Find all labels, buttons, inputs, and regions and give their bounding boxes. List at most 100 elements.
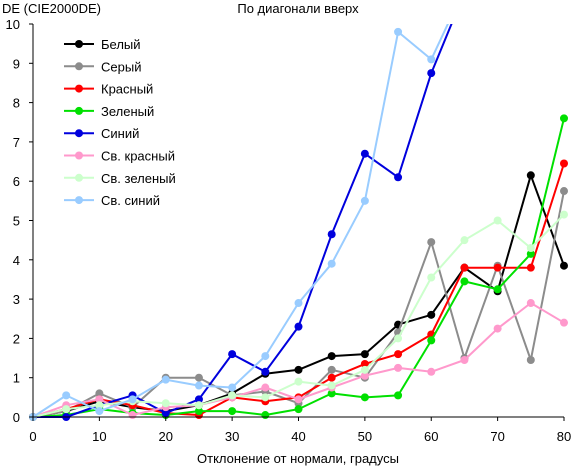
data-point	[460, 236, 469, 245]
data-point	[194, 395, 203, 404]
legend-marker	[75, 129, 83, 138]
legend-marker	[75, 62, 83, 71]
data-point	[526, 299, 535, 308]
data-point	[526, 249, 535, 258]
legend-entry-5: Синий	[64, 126, 139, 141]
plot-area	[29, 24, 568, 421]
legend-marker	[75, 151, 83, 160]
data-point	[228, 350, 237, 359]
data-point	[62, 405, 71, 414]
data-point	[560, 159, 568, 168]
data-point	[327, 381, 336, 390]
x-tick-label: 80	[557, 429, 571, 444]
data-point	[228, 383, 237, 392]
y-axis-label: DE (CIE2000DE)	[2, 1, 101, 16]
legend-entry-1: Белый	[64, 37, 141, 52]
data-point	[360, 196, 369, 205]
data-point	[261, 352, 270, 361]
x-tick-label: 20	[159, 429, 173, 444]
data-point	[526, 244, 535, 253]
data-point	[128, 395, 137, 404]
legend: Белый Серый Красный Зеленый Синий Св. красный…	[64, 37, 176, 208]
data-point	[493, 263, 502, 272]
data-point	[327, 365, 336, 374]
legend-label: Св. зеленый	[101, 171, 176, 186]
data-point	[95, 401, 104, 410]
series-7	[29, 210, 568, 421]
data-point	[327, 373, 336, 382]
data-point	[526, 356, 535, 365]
legend-entry-8: Св. синий	[64, 193, 160, 208]
y-tick-label: 7	[13, 135, 20, 150]
data-point	[427, 55, 436, 64]
y-tick-label: 8	[13, 96, 20, 111]
data-point	[493, 324, 502, 333]
data-point	[427, 273, 436, 282]
data-point	[427, 69, 436, 78]
data-point	[194, 401, 203, 410]
data-point	[427, 310, 436, 319]
series-line	[32, 213, 565, 418]
data-point	[460, 263, 469, 272]
data-point	[560, 114, 568, 123]
legend-marker	[75, 173, 83, 182]
data-point	[360, 393, 369, 402]
legend-marker	[75, 40, 83, 48]
legend-label: Зеленый	[101, 104, 154, 119]
x-tick-label: 40	[291, 429, 305, 444]
data-point	[228, 391, 237, 400]
data-point	[95, 389, 104, 398]
data-point	[526, 263, 535, 272]
chart-title: По диагонали вверх	[237, 1, 359, 16]
data-point	[161, 399, 170, 408]
data-point	[194, 373, 203, 382]
data-point	[460, 277, 469, 286]
y-tick-label: 3	[13, 292, 20, 307]
data-point	[294, 377, 303, 386]
data-point	[394, 363, 403, 372]
legend-entry-2: Серый	[64, 59, 141, 74]
data-point	[360, 149, 369, 158]
data-point	[161, 375, 170, 384]
legend-label: Св. красный	[101, 149, 175, 164]
y-tick-label: 0	[13, 410, 20, 425]
x-axis-label: Отклонение от нормали, градусы	[197, 451, 399, 466]
data-point	[294, 365, 303, 374]
y-tick-label: 1	[13, 371, 20, 386]
x-tick-label: 60	[424, 429, 438, 444]
y-tick-label: 5	[13, 214, 20, 229]
data-point	[95, 407, 104, 416]
data-point	[394, 27, 403, 36]
data-point	[327, 389, 336, 398]
x-tick-label: 50	[358, 429, 372, 444]
data-point	[394, 350, 403, 359]
data-point	[261, 383, 270, 392]
data-point	[493, 216, 502, 225]
series-5	[29, 24, 453, 421]
legend-marker	[75, 106, 83, 115]
data-point	[427, 238, 436, 247]
data-point	[394, 391, 403, 400]
data-point	[294, 322, 303, 331]
data-point	[261, 367, 270, 376]
legend-label: Св. синий	[101, 193, 160, 208]
data-point	[560, 261, 568, 270]
data-point	[493, 285, 502, 294]
x-tick-label: 30	[225, 429, 239, 444]
data-point	[460, 356, 469, 365]
data-point	[327, 259, 336, 268]
axes: 0 1 2 3 4 5 6 7 8 9 10 0 10 20 30 40 50 60 70 80	[6, 17, 571, 444]
legend-label: Серый	[101, 59, 141, 74]
legend-marker	[75, 196, 83, 205]
data-point	[394, 334, 403, 343]
data-point	[62, 391, 71, 400]
legend-label: Красный	[101, 82, 153, 97]
series-8	[29, 24, 449, 421]
data-point	[560, 210, 568, 219]
y-tick-label: 4	[13, 253, 20, 268]
data-point	[360, 359, 369, 368]
data-point	[360, 350, 369, 359]
legend-entry-4: Зеленый	[64, 104, 154, 119]
y-tick-label: 10	[6, 17, 20, 32]
